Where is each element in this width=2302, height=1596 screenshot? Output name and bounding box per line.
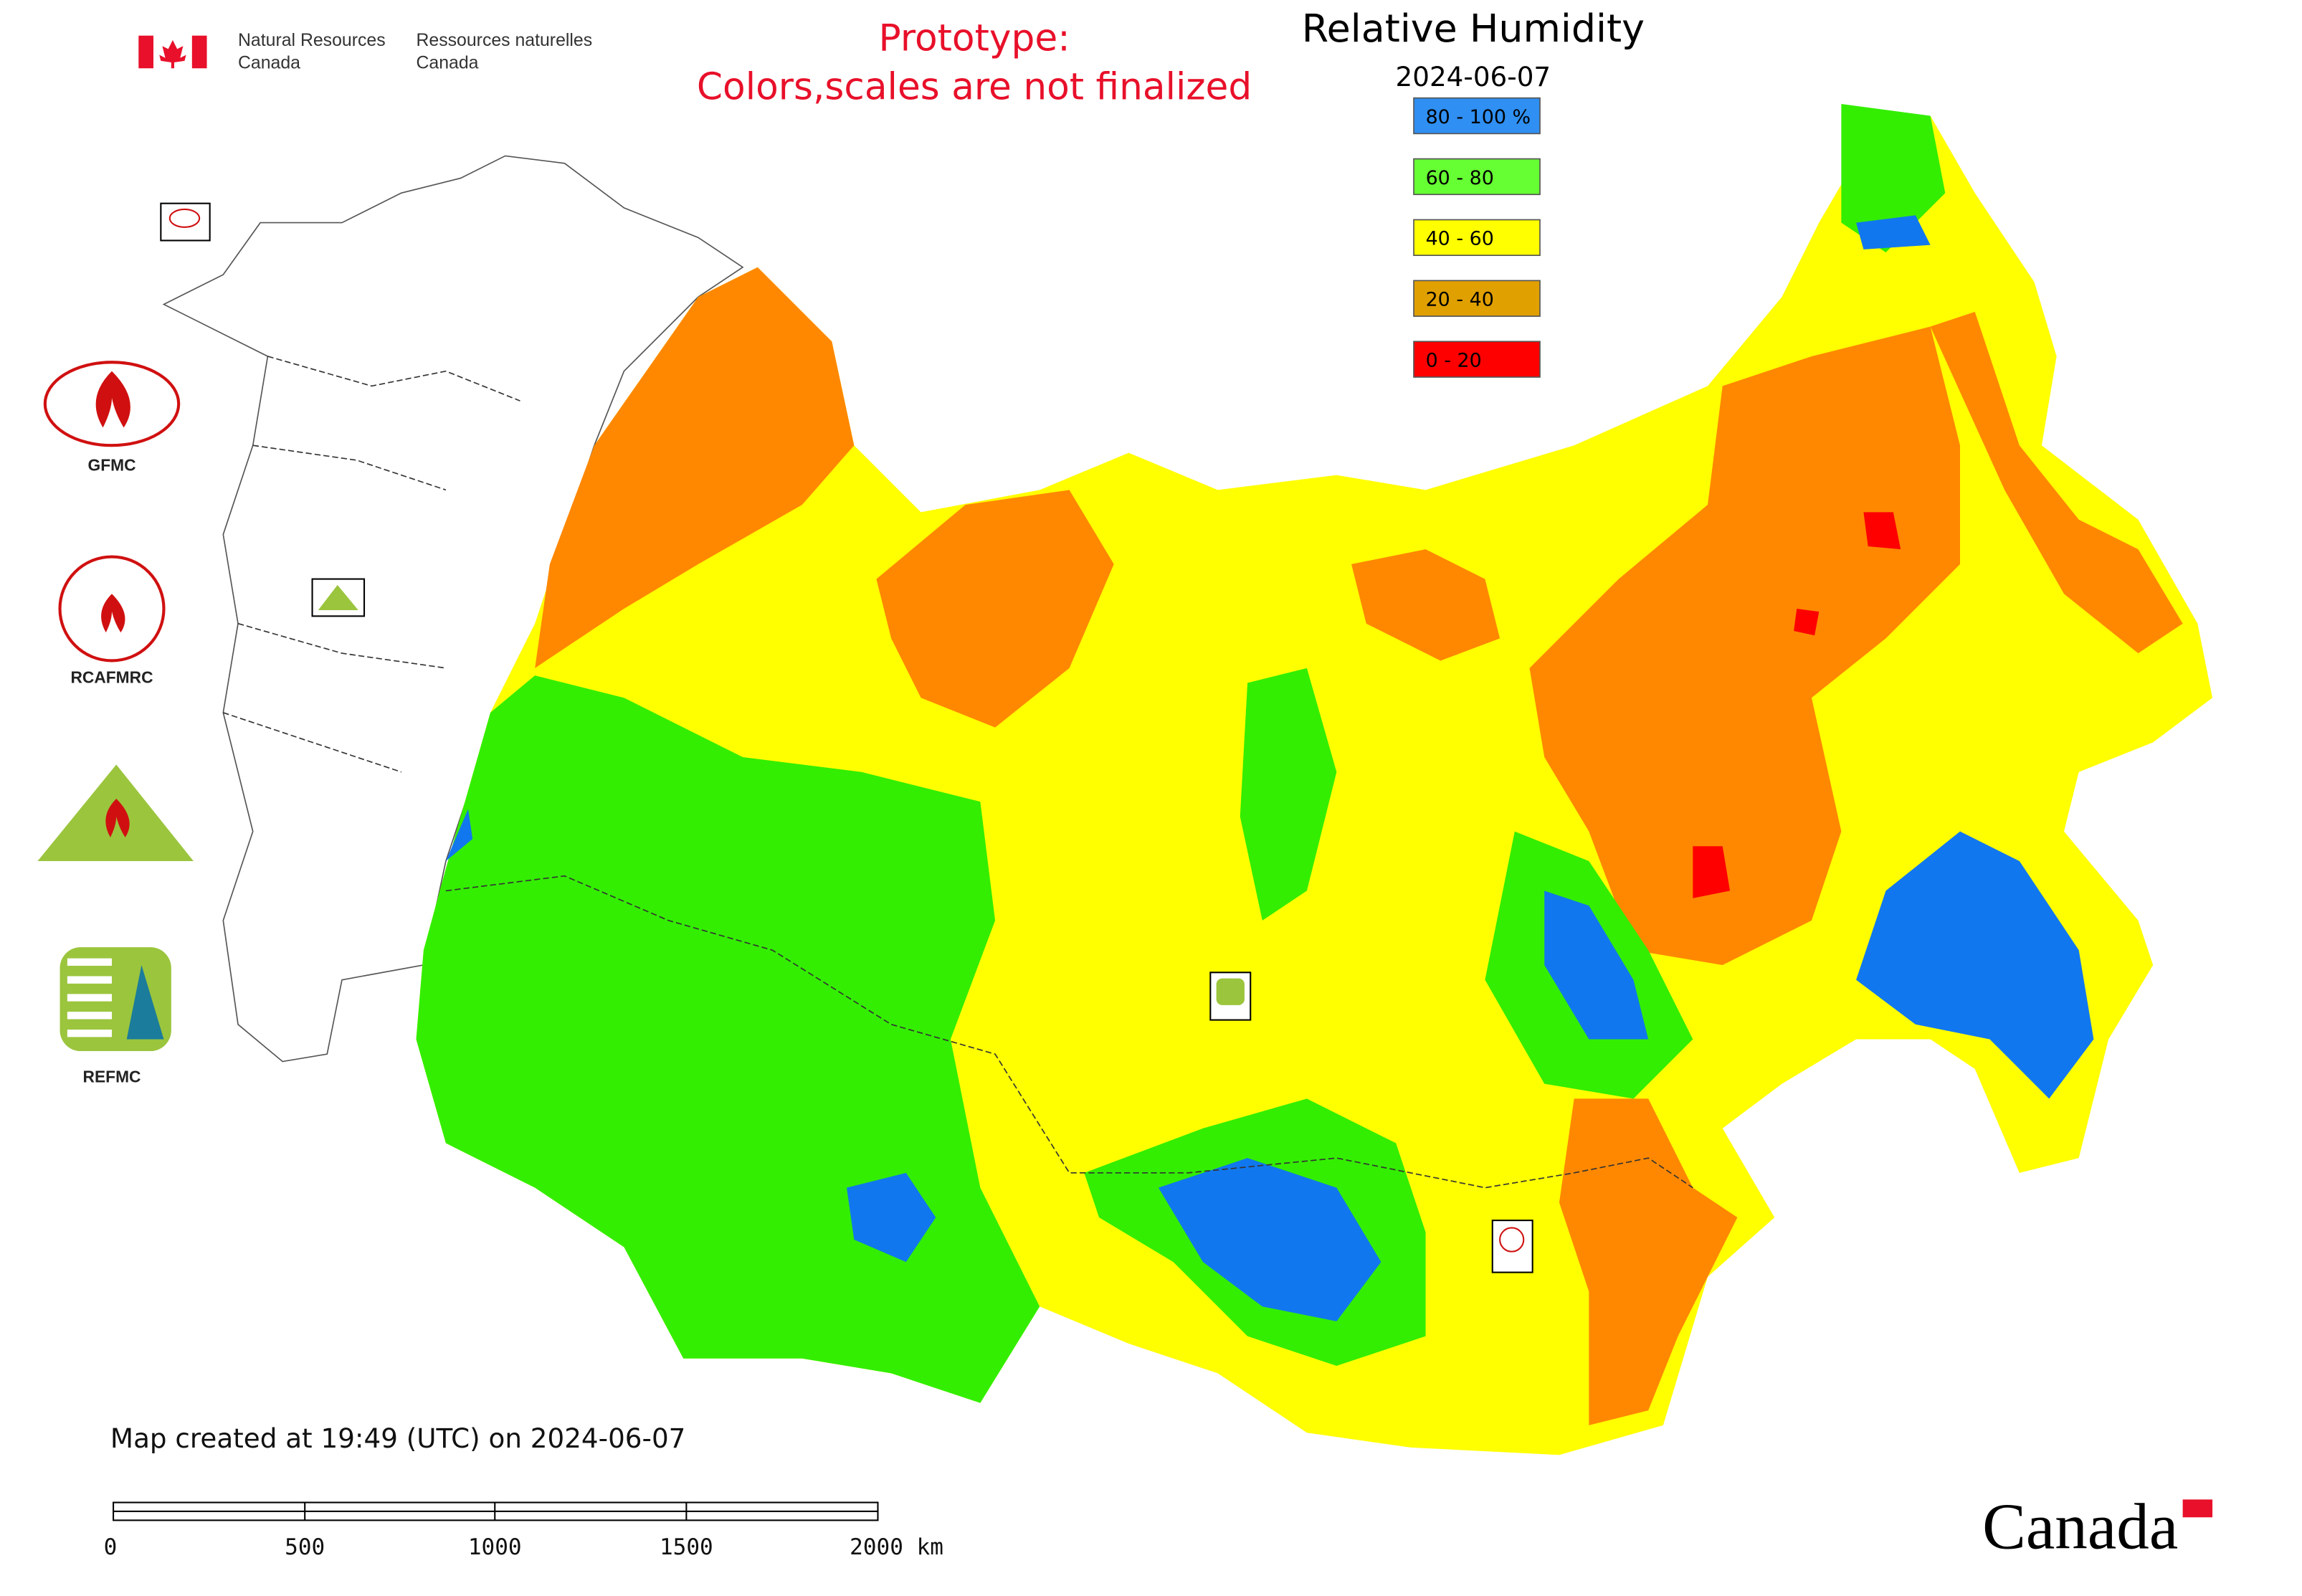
canada-wordmark: Canada — [1982, 1491, 2178, 1563]
wordmark-flag — [2182, 1499, 2213, 1518]
legend-swatch — [1413, 341, 1541, 378]
scale-bar — [113, 1501, 879, 1521]
legend-label: 40 - 60 — [1426, 228, 1494, 250]
legend-swatch — [1413, 219, 1541, 256]
legend: 80 - 100 % 60 - 80 40 - 60 20 - 40 0 - 20 — [1413, 97, 1541, 378]
scale-label: 1500 — [660, 1534, 713, 1560]
org-en: Natural Resources — [238, 31, 386, 50]
org-en: Canada — [238, 53, 300, 72]
partner-label: RCAFMRC — [70, 668, 153, 687]
gov-signature: Natural Resources Canada Ressources natu… — [138, 31, 592, 72]
map-title: Relative Humidity — [1302, 6, 1645, 51]
partner-label: REFMC — [83, 1068, 141, 1086]
scale-label: 1000 — [468, 1534, 522, 1560]
legend-label: 0 - 20 — [1426, 349, 1482, 371]
org-fr: Ressources naturelles — [417, 31, 593, 50]
scale-label: 500 — [285, 1534, 325, 1560]
scale-label: 0 — [104, 1534, 118, 1560]
prototype-note: Colors,scales are not finalized — [697, 66, 1252, 109]
partner-logos: GFMC RCAFMRC REFMC — [37, 202, 1533, 1273]
legend-label: 80 - 100 % — [1426, 106, 1531, 128]
legend-swatch — [1413, 158, 1541, 196]
legend-label: 60 - 80 — [1426, 167, 1494, 189]
legend-swatch — [1413, 97, 1541, 135]
map-date: 2024-06-07 — [1396, 61, 1551, 92]
org-fr: Canada — [417, 53, 479, 72]
prototype-note: Prototype: — [879, 16, 1070, 60]
humidity-map — [416, 103, 2213, 1455]
map-created-note: Map created at 19:49 (UTC) on 2024-06-07 — [110, 1422, 685, 1454]
scale-label: 2000 km — [850, 1534, 943, 1560]
legend-label: 20 - 40 — [1426, 289, 1494, 311]
partner-label: GFMC — [87, 455, 135, 474]
legend-swatch — [1413, 280, 1541, 317]
